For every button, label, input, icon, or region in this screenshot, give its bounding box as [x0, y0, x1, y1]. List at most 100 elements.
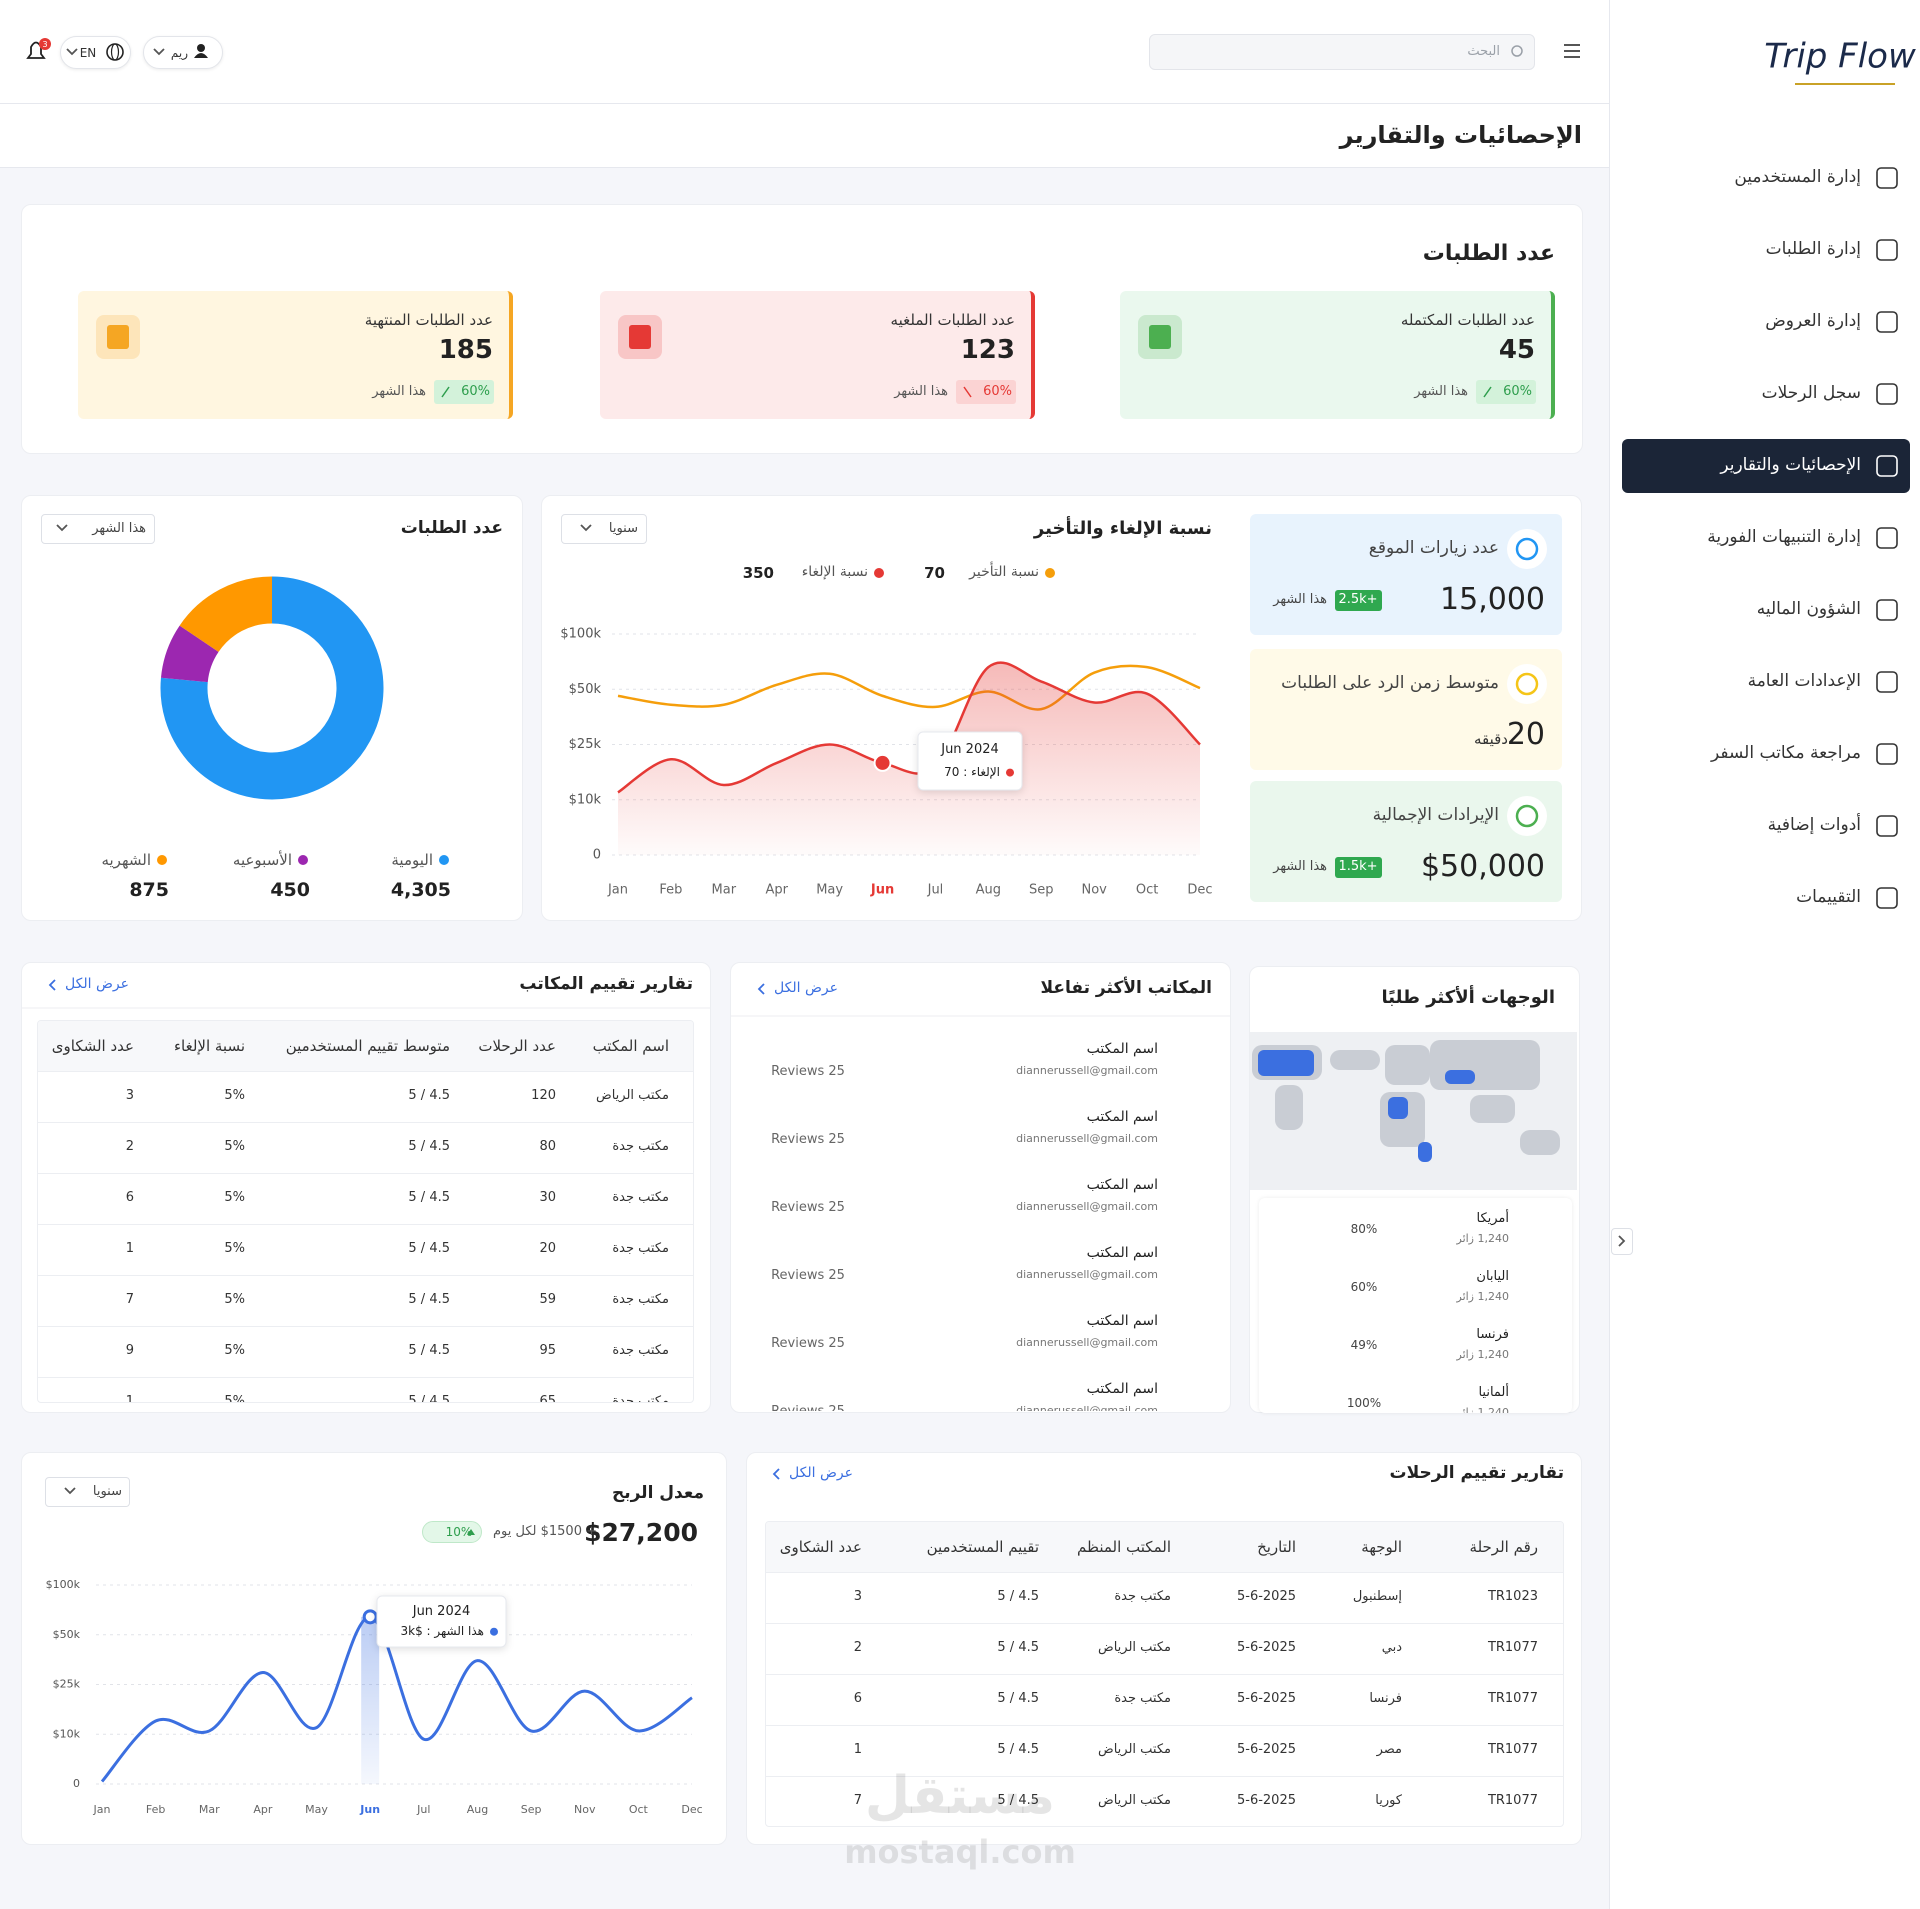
cell: مكتب جدة — [612, 1139, 669, 1155]
cell: TR1077 — [1487, 1691, 1538, 1707]
search-box[interactable] — [1149, 34, 1535, 70]
percent: 60% — [1350, 1279, 1378, 1294]
cell: 4.5 / 5 — [408, 1241, 450, 1257]
kpi-value: 15,000 — [1440, 582, 1545, 617]
cell: 2 — [853, 1640, 862, 1656]
card-label: عدد الطلبات الملغيه — [890, 310, 1015, 329]
percent: 80% — [1350, 1221, 1378, 1236]
cell: 95 — [539, 1343, 556, 1359]
percent: 100% — [1346, 1395, 1382, 1410]
menu-item[interactable]: إدارة المستخدمين — [1734, 167, 1861, 188]
chart-title: عدد الطلبات — [400, 518, 503, 539]
column-header: رقم الرحلة — [1469, 1537, 1538, 1556]
cell: 59 — [539, 1292, 556, 1308]
column-header: عدد الشكاوى — [779, 1537, 862, 1556]
filter-select[interactable] — [561, 514, 647, 544]
reviews: 25 Reviews — [771, 1131, 845, 1147]
page-title: الإحصائيات والتقارير — [1339, 121, 1582, 150]
office-email: diannerussell@gmail.com — [1016, 1268, 1158, 1282]
profit-total: $27,200 — [584, 1517, 698, 1547]
change-badge — [1335, 590, 1382, 611]
cell: 1 — [853, 1742, 862, 1758]
cell: مكتب جدة — [1114, 1691, 1171, 1707]
card-label: عدد الطلبات المنتهية — [364, 310, 493, 329]
kpi-change: +2.5k — [1338, 591, 1378, 607]
kpi-label: متوسط زمن الرد على الطلبات — [1281, 673, 1499, 694]
reviews: 25 Reviews — [771, 1199, 845, 1215]
column-header: المكتب المنظم — [1077, 1537, 1171, 1556]
active-offices-card — [730, 962, 1231, 1413]
cell: 4.5 / 5 — [408, 1394, 450, 1403]
profit-change: 10% — [445, 1524, 473, 1539]
collapse-button[interactable] — [1611, 1228, 1633, 1255]
user-name: ريم — [170, 45, 188, 60]
column-header: اسم المكتب — [592, 1036, 669, 1055]
cell: 6 — [853, 1691, 862, 1707]
cell: إسطنبول — [1352, 1589, 1402, 1605]
kpi-period: هذا الشهر — [1273, 858, 1327, 874]
cell: 80 — [539, 1139, 556, 1155]
cell: 4.5 / 5 — [408, 1139, 450, 1155]
view-all[interactable]: عرض الكل — [65, 976, 129, 993]
cell: مكتب الرياض — [1097, 1640, 1171, 1656]
cell: دبي — [1381, 1640, 1402, 1656]
cell: مكتب الرياض — [1097, 1742, 1171, 1758]
menu-item[interactable]: إدارة العروض — [1765, 311, 1861, 332]
offices-list: اسم المكتب diannerussell@gmail.com 25 Revi… — [730, 1017, 1231, 1411]
menu-item[interactable]: الإعدادات العامة — [1747, 671, 1861, 692]
cell: 4.5 / 5 — [997, 1742, 1039, 1758]
cell: مكتب جدة — [1114, 1589, 1171, 1605]
filter-label: سنويا — [608, 520, 638, 536]
card-title: تقارير تقييم المكاتب — [519, 974, 693, 995]
cell: 4.5 / 5 — [408, 1190, 450, 1206]
table-row — [766, 1623, 1563, 1674]
cell: 30 — [539, 1190, 556, 1206]
kpi-change: +1.5k — [1338, 858, 1378, 874]
sidebar — [1609, 0, 1920, 1909]
column-header: الوجهة — [1361, 1537, 1402, 1556]
menu-item[interactable]: التقييمات — [1796, 887, 1861, 908]
menu-item[interactable]: سجل الرحلات — [1761, 383, 1861, 404]
menu-item[interactable]: إدارة الطلبات — [1765, 239, 1861, 260]
cell: 4.5 / 5 — [408, 1292, 450, 1308]
column-header: التاريخ — [1257, 1537, 1296, 1556]
menu-item[interactable]: الإحصائيات والتقارير — [1720, 455, 1861, 476]
view-all[interactable]: عرض الكل — [789, 1465, 853, 1482]
reviews: 25 Reviews — [771, 1335, 845, 1351]
period: هذا الشهر — [372, 383, 426, 399]
cell: 2 — [125, 1139, 134, 1155]
period: هذا الشهر — [894, 383, 948, 399]
cell: مكتب جدة — [612, 1343, 669, 1359]
change: 60% — [461, 383, 490, 399]
cell: 4.5 / 5 — [408, 1343, 450, 1359]
view-all[interactable]: عرض الكل — [774, 980, 838, 997]
menu-item[interactable]: إدارة التنبيهات الفورية — [1707, 527, 1861, 548]
country: فرنسا — [1476, 1326, 1509, 1342]
percent: 49% — [1350, 1337, 1378, 1352]
reviews: 25 Reviews — [771, 1403, 845, 1411]
card-title: تقارير تقييم الرحلات — [1389, 1463, 1564, 1484]
table-row — [766, 1776, 1563, 1826]
visitors: 1,240 زائر — [1456, 1348, 1510, 1362]
menu-item[interactable]: الشؤون الماليه — [1756, 599, 1861, 620]
table-row — [38, 1071, 693, 1122]
cell: 5-6-2025 — [1236, 1589, 1296, 1605]
chart-title: معدل الربح — [611, 1483, 704, 1504]
cell: TR1023 — [1487, 1589, 1538, 1605]
change-badge — [1335, 857, 1382, 878]
card-title: الوجهات ألأكثر طلبًا — [1381, 987, 1555, 1009]
kpi-label: الإيرادات الإجمالية — [1372, 805, 1499, 826]
visitors: 1,240 زائر — [1456, 1406, 1510, 1413]
cell: TR1077 — [1487, 1640, 1538, 1656]
legend-label: الأسبوعيه — [232, 850, 292, 869]
filter-label: سنويا — [92, 1483, 122, 1499]
menu-item[interactable]: مراجعة مكاتب السفر — [1711, 743, 1861, 764]
visitors: 1,240 زائر — [1456, 1232, 1510, 1246]
menu-item[interactable]: أدوات إضافية — [1767, 815, 1861, 836]
table-header — [38, 1021, 693, 1071]
country: اليابان — [1476, 1268, 1509, 1284]
cell: TR1077 — [1487, 1742, 1538, 1758]
chart-title: نسبة الإلغاء والتأخير — [1033, 518, 1212, 540]
filter-select[interactable] — [45, 1477, 130, 1507]
office-name: اسم المكتب — [1086, 1245, 1158, 1262]
